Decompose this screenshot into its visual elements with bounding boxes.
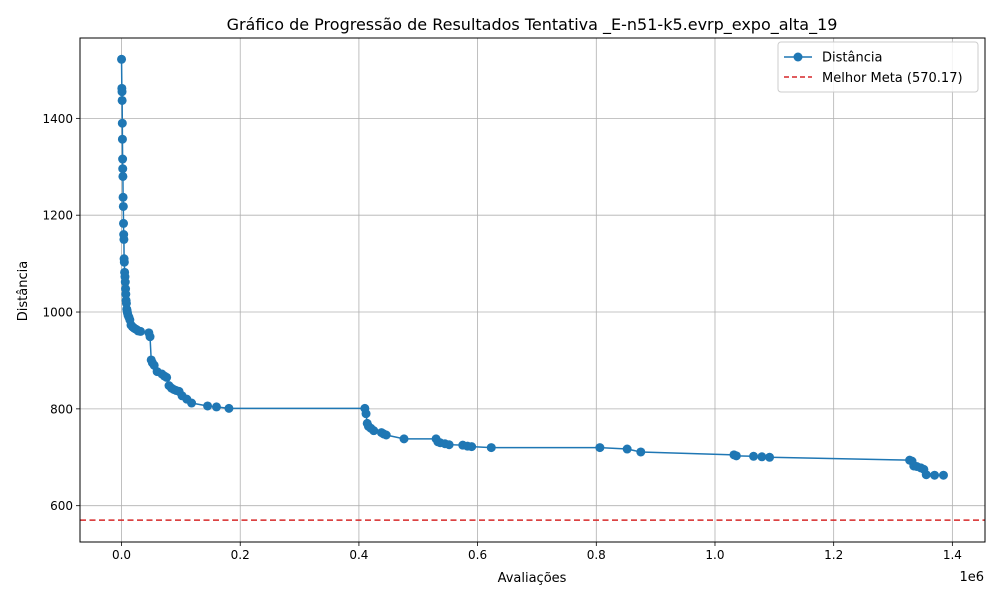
series-line-distancia [120, 59, 944, 476]
data-point [224, 403, 234, 413]
x-tick-label: 0.4 [349, 548, 368, 562]
data-point [381, 430, 391, 440]
data-point [145, 332, 155, 342]
data-point [118, 192, 128, 202]
chart-title: Gráfico de Progressão de Resultados Tent… [227, 15, 838, 35]
data-point [162, 372, 172, 382]
legend-marker-distancia [793, 52, 803, 62]
y-tick-label: 600 [50, 499, 73, 513]
series-layer [117, 54, 948, 480]
data-point [930, 470, 940, 480]
y-axis-label: Distância [16, 261, 31, 321]
x-tick-label: 0.8 [587, 548, 606, 562]
data-point [120, 277, 130, 287]
data-point [921, 470, 931, 480]
legend-box [777, 41, 979, 93]
data-point [467, 442, 477, 452]
y-tick-label: 800 [50, 402, 73, 416]
plot-frame [79, 37, 986, 543]
data-point [636, 447, 646, 457]
data-point [117, 118, 127, 128]
x-axis-ticks: 0.0 0.2 0.4 0.6 0.8 1.0 1.2 1.4 [112, 542, 962, 562]
data-point [119, 257, 129, 267]
data-point [399, 434, 409, 444]
data-point [187, 398, 197, 408]
legend-label-distancia: Distância [822, 51, 882, 66]
data-point [118, 164, 128, 174]
data-point [118, 201, 128, 211]
data-point [938, 470, 948, 480]
legend-label-melhor-meta: Melhor Meta (570.17) [822, 71, 963, 86]
x-tick-label: 0.2 [231, 548, 250, 562]
data-point [622, 444, 632, 454]
data-point [765, 452, 775, 462]
x-tick-label: 1.4 [943, 548, 962, 562]
data-point [118, 154, 128, 164]
x-tick-label: 1.0 [705, 548, 724, 562]
data-point [749, 451, 759, 461]
data-point [369, 426, 379, 436]
data-point [117, 54, 127, 64]
data-point [731, 451, 741, 461]
y-tick-label: 1200 [42, 209, 73, 223]
data-point [203, 401, 213, 411]
data-point [136, 326, 146, 336]
data-point [361, 409, 371, 419]
data-point [119, 218, 128, 228]
x-tick-label: 0.0 [112, 548, 131, 562]
grid [80, 38, 985, 542]
data-point [117, 95, 127, 105]
y-tick-label: 1400 [42, 112, 73, 126]
data-point [117, 134, 127, 144]
x-tick-label: 1.2 [824, 548, 843, 562]
y-axis-ticks: 600 800 1000 1200 1400 [42, 112, 80, 513]
data-point [117, 87, 127, 97]
data-point [211, 402, 221, 412]
data-point [118, 171, 128, 181]
legend: Distância Melhor Meta (570.17) [777, 41, 979, 93]
data-point [595, 443, 605, 453]
data-point [444, 440, 454, 450]
data-point [486, 443, 496, 453]
x-axis-label: Avaliações [498, 571, 567, 586]
x-axis-offset-label: 1e6 [959, 570, 984, 585]
y-tick-label: 1000 [42, 306, 73, 320]
data-point [119, 234, 129, 244]
x-tick-label: 0.6 [468, 548, 487, 562]
data-point [757, 452, 767, 462]
